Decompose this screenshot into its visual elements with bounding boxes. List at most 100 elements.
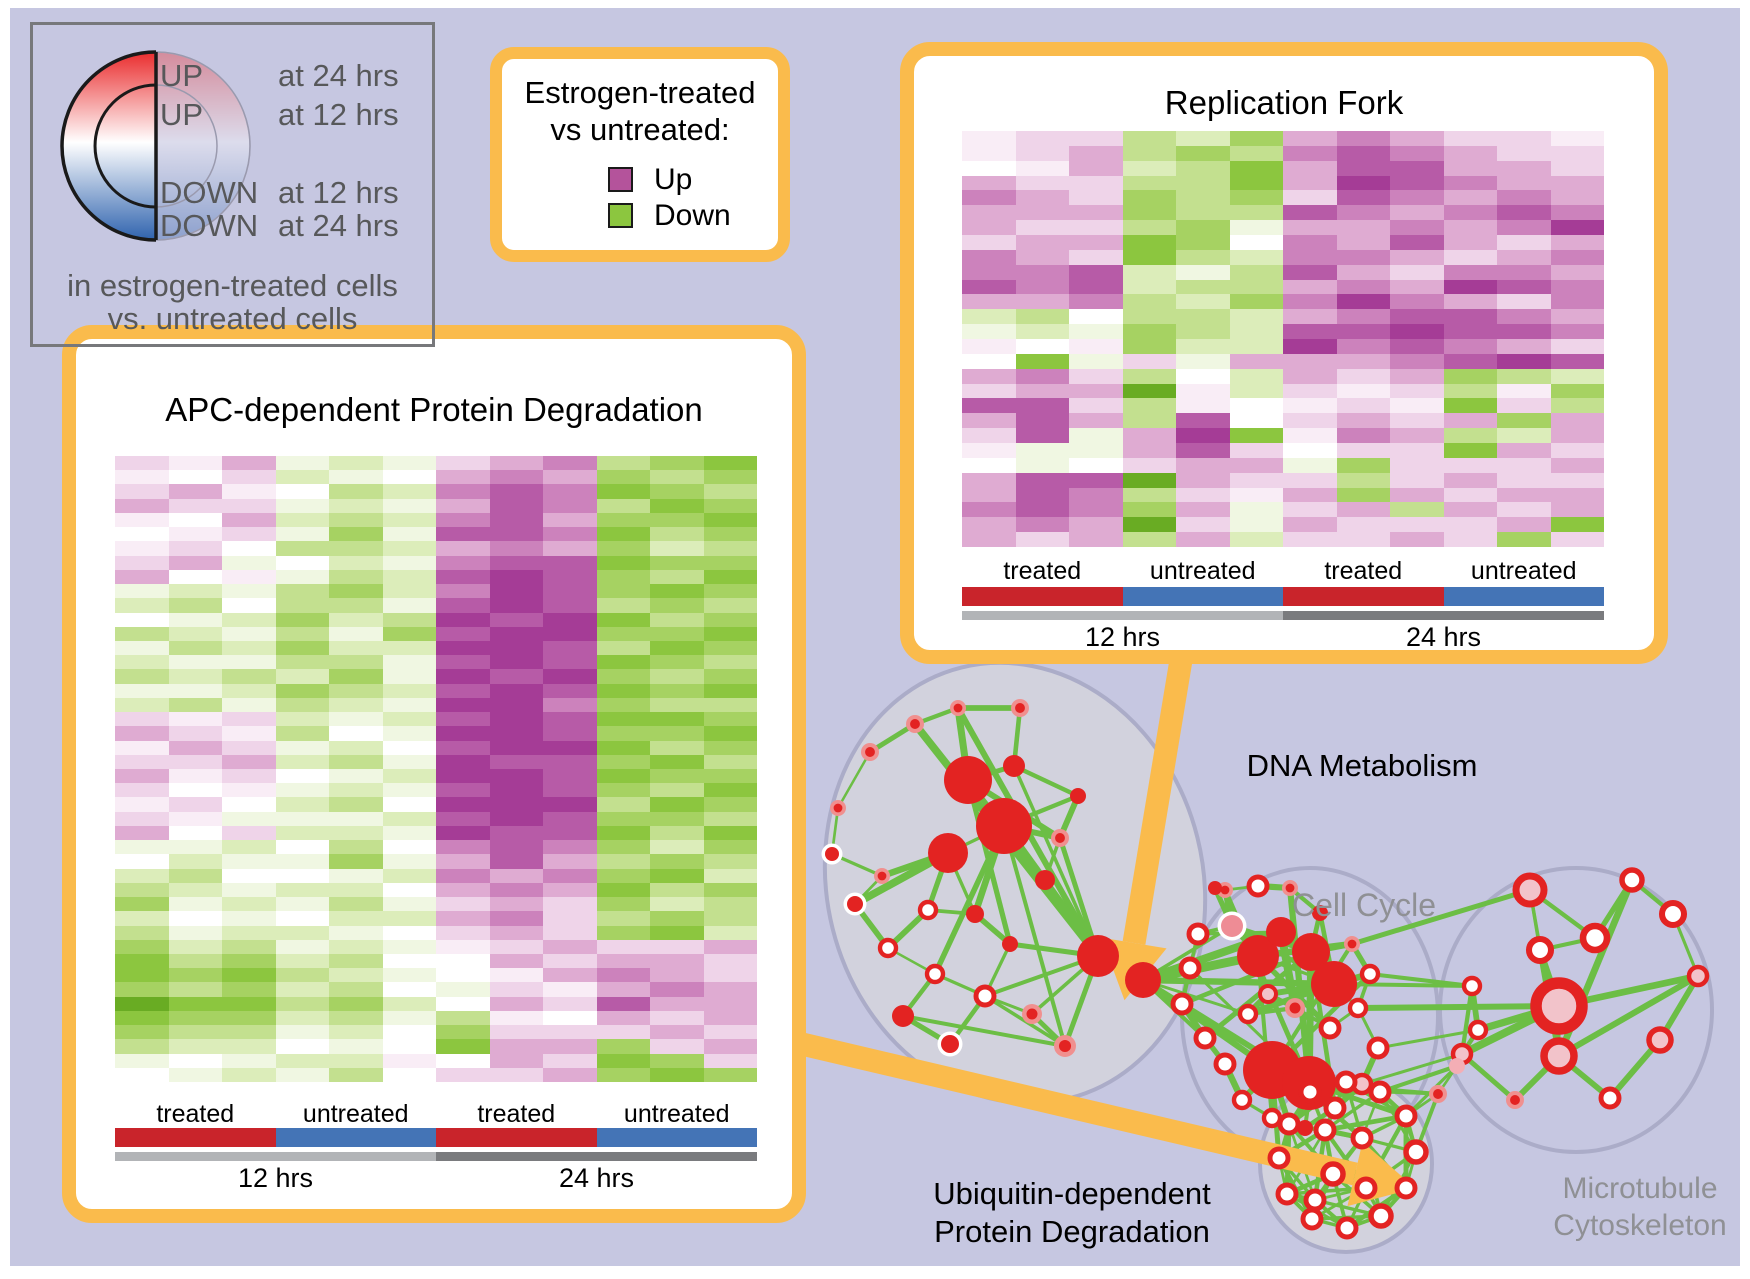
heatmap-cell [1390,398,1444,414]
heatmap-cell [222,740,276,755]
network-node-ring [1300,1207,1324,1231]
heatmap-cell [650,726,704,741]
heatmap-cell [168,783,222,798]
heatmap-cell [962,324,1016,339]
heatmap-cell [489,498,543,513]
heatmap-cell [115,456,169,471]
heatmap-cell [596,982,650,997]
heatmap-cell [1176,517,1230,533]
heatmap-cell [168,982,222,997]
heatmap-cell [329,1039,383,1054]
heatmap-cell [168,1039,222,1054]
heatmap-cell [1122,131,1176,146]
heatmap-cell [703,555,757,570]
heatmap-cell [1390,131,1444,146]
network-edge [1203,950,1313,1040]
heatmap-cell [115,626,169,641]
heatmap-cell [1069,368,1123,384]
heatmap-cell [543,1053,597,1068]
cluster-label-ub-line2: Protein Degradation [934,1214,1210,1249]
heatmap-cell [650,683,704,698]
heatmap-cell [436,1010,490,1026]
heatmap-cell [703,868,757,883]
heatmap-cell [329,541,383,556]
heatmap-cell [1122,309,1176,325]
heatmap-cell [168,498,222,513]
heatmap-cell [382,456,436,471]
heatmap-cell [962,532,1016,547]
heatmap-cell [489,783,543,798]
heatmap-cell [650,512,704,528]
heatmap-cell [596,911,650,926]
network-node-ringpink [1258,984,1278,1004]
updown-legend-box: UP at 24 hrs UP at 12 hrs DOWN at 12 hrs… [30,22,435,347]
heatmap-cell [650,626,704,641]
heatmap-cell [1015,338,1069,354]
heatmap-cell [1122,249,1176,265]
heatmap-cell [115,825,169,841]
heatmap-cell [436,626,490,641]
heatmap-cell [329,612,383,627]
heatmap-cell [329,897,383,912]
heatmap-cell [115,669,169,684]
network-node-solid [1311,961,1357,1007]
updown-time-4: at 24 hrs [278,208,399,243]
heatmap-cell [436,996,490,1011]
heatmap-cell [115,1039,169,1054]
heatmap-cell [1390,442,1444,458]
heatmap-cell [596,584,650,599]
heatmap-cell [1550,457,1604,473]
heatmap-cell [168,925,222,940]
replication-fork-panel: Replication Fork treated untreated treat… [900,42,1668,664]
heatmap-cell [115,840,169,855]
heatmap-cell [168,769,222,784]
heatmap-cell [1283,398,1337,414]
heatmap-cell [1229,264,1283,280]
heatmap-cell [489,584,543,599]
network-node-solid [976,798,1032,854]
heatmap-cell [1176,487,1230,503]
heatmap-cell [489,1039,543,1054]
heatmap-cell [1015,517,1069,533]
heatmap-cell [543,626,597,641]
heatmap-cell [436,754,490,769]
apc-panel: APC-dependent Protein Degradation treate… [62,325,806,1223]
heatmap-cell [222,669,276,684]
heatmap-cell [115,683,169,698]
heatmap-cell [543,797,597,812]
heatmap-cell [703,584,757,599]
heatmap-cell [115,783,169,798]
heatmap-cell [1122,472,1176,488]
heatmap-cell [1122,502,1176,518]
connector-arrow-shaft [799,1032,1358,1186]
heatmap-cell [382,925,436,940]
heatmap-cell [596,840,650,855]
network-node-halo [843,892,867,916]
heatmap-cell [596,968,650,983]
estrogen-legend-title-line2: vs untreated: [550,112,730,147]
heatmap-cell [703,797,757,812]
heatmap-cell [703,982,757,997]
network-node-ring [1347,997,1369,1019]
heatmap-cell [1336,532,1390,547]
heatmap-cell [1497,309,1551,325]
network-node-ring [1403,1139,1429,1165]
heatmap-cell [222,1067,276,1082]
heatmap-cell [436,1025,490,1040]
heatmap-cell [275,626,329,641]
heatmap-cell [1015,205,1069,221]
heatmap-cell [1122,294,1176,310]
heatmap-cell [1390,502,1444,518]
heatmap-cell [489,612,543,627]
heatmap-cell [543,527,597,542]
heatmap-cell [115,541,169,556]
heatmap-cell [1229,428,1283,443]
network-edge [1351,887,1531,947]
heatmap-cell [596,498,650,513]
heatmap-cell [222,470,276,485]
heatmap-cell [1176,205,1230,221]
apc-title: APC-dependent Protein Degradation [165,391,703,428]
heatmap-cell [596,868,650,883]
heatmap-cell [1497,368,1551,384]
heatmap-cell [436,484,490,499]
